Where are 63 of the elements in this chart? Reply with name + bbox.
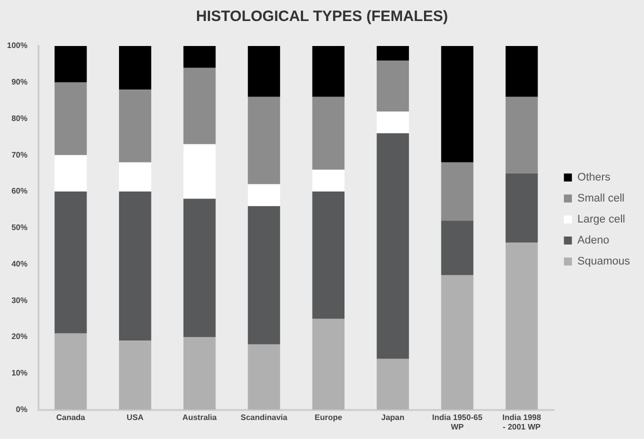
bar: [506, 46, 538, 97]
bar: [119, 192, 152, 341]
y-tick-label: 0%: [16, 405, 28, 414]
y-tick-label: 50%: [11, 223, 28, 232]
bar: [119, 90, 152, 162]
x-tick-label: Scandinavia: [240, 412, 288, 422]
bar: [506, 96, 538, 174]
bar: [119, 162, 152, 192]
bar: [54, 82, 87, 156]
bar: [183, 198, 216, 338]
bar: [376, 46, 409, 61]
bar: [312, 96, 345, 170]
bar: [183, 46, 216, 68]
x-tick-label: Canada: [56, 412, 86, 422]
bar: [119, 46, 152, 90]
bar: [441, 46, 474, 162]
bar: [376, 111, 409, 134]
x-tick-label: Japan: [381, 412, 405, 422]
legend-label: Adeno: [577, 234, 610, 247]
bar: [441, 220, 474, 276]
y-tick-label: 100%: [6, 41, 28, 50]
bar: [312, 192, 345, 319]
x-tick-label: India 1998 - 2001 WP: [502, 412, 542, 432]
bar: [248, 206, 280, 344]
bar: [376, 60, 409, 112]
y-tick-label: 60%: [11, 186, 28, 196]
y-tick-label: 90%: [11, 78, 28, 87]
y-tick-label: 40%: [11, 259, 28, 268]
legend-label: Large cell: [577, 214, 626, 226]
legend-label: Squamous: [577, 256, 630, 268]
bar: [248, 184, 280, 206]
bar: [248, 96, 280, 184]
bar: [312, 318, 345, 410]
bar: [183, 337, 216, 410]
y-tick-label: 70%: [11, 150, 28, 160]
x-tick-label: Australia: [182, 412, 218, 422]
chart-title: HISTOLOGICAL TYPES (FEMALES): [196, 8, 448, 26]
x-tick-label: Europe: [314, 412, 343, 422]
bar: [506, 173, 538, 242]
x-tick-label: India 1950-65 WP: [432, 412, 483, 432]
x-tick-label: USA: [126, 412, 144, 422]
y-tick-label: 80%: [11, 114, 28, 123]
bar: [54, 333, 87, 410]
bar: [54, 46, 87, 82]
y-tick-label: 10%: [11, 368, 28, 378]
bar: [312, 46, 345, 97]
bar: [248, 344, 280, 410]
bar: [312, 170, 345, 192]
y-tick-label: 30%: [11, 296, 28, 305]
bar: [119, 340, 152, 410]
bar: [376, 133, 409, 359]
bar: [441, 275, 474, 410]
bar: [376, 358, 409, 410]
legend-label: Others: [577, 172, 611, 184]
bar: [54, 155, 87, 192]
bar: [183, 68, 216, 144]
legend-label: Small cell: [577, 192, 624, 205]
bar: [183, 144, 216, 199]
bar: [506, 242, 538, 410]
bar: [441, 162, 474, 221]
bar: [54, 192, 87, 334]
y-tick-label: 20%: [11, 332, 28, 342]
bar: [248, 46, 280, 97]
